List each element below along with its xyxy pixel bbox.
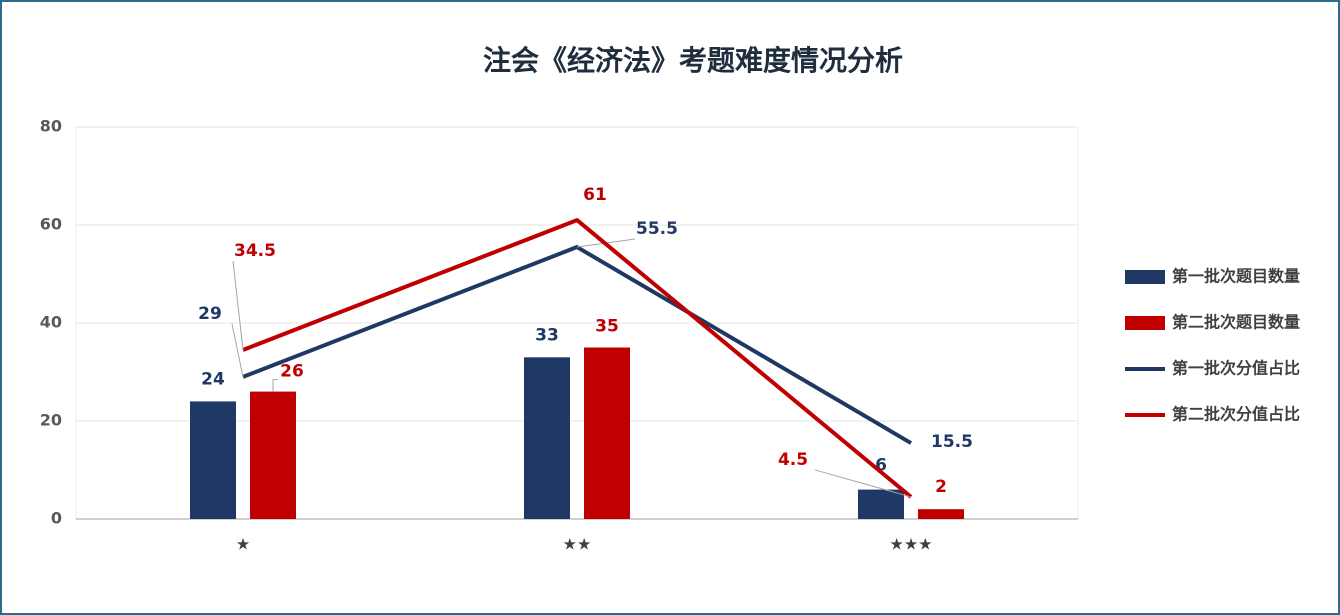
legend-swatch <box>1125 316 1165 330</box>
legend-swatch <box>1125 270 1165 284</box>
data-label: 26 <box>280 362 304 382</box>
bar <box>250 391 296 519</box>
data-label: 29 <box>198 304 222 324</box>
data-label: 34.5 <box>234 241 276 261</box>
legend-label: 第一批次分值占比 <box>1172 359 1300 378</box>
y-tick-label: 60 <box>40 215 62 234</box>
data-label: 33 <box>535 325 559 345</box>
y-tick-label: 80 <box>40 117 62 136</box>
legend-label: 第二批次分值占比 <box>1172 405 1300 424</box>
bar <box>858 489 904 519</box>
bar <box>190 401 236 519</box>
x-tick-label: ★★ <box>563 535 592 554</box>
data-label: 24 <box>201 369 225 389</box>
leader-line <box>231 323 244 378</box>
data-label: 61 <box>583 185 607 205</box>
data-label: 55.5 <box>636 219 678 239</box>
y-tick-label: 20 <box>40 411 62 430</box>
legend-label: 第一批次题目数量 <box>1172 267 1300 286</box>
bar <box>584 347 630 519</box>
data-label: 4.5 <box>778 450 808 470</box>
leader-line <box>272 379 278 392</box>
line <box>242 218 913 499</box>
leader-line <box>232 260 244 351</box>
legend-label: 第二批次题目数量 <box>1172 313 1300 332</box>
y-tick-label: 40 <box>40 313 62 332</box>
bar <box>524 357 570 519</box>
chart-title: 注会《经济法》考题难度情况分析 <box>483 44 903 77</box>
x-tick-label: ★ <box>236 535 250 554</box>
data-label: 2 <box>935 477 947 497</box>
x-tick-label: ★★★ <box>889 535 932 554</box>
data-label: 15.5 <box>931 432 973 452</box>
data-label: 35 <box>595 317 619 337</box>
y-tick-label: 0 <box>51 509 62 528</box>
data-label: 6 <box>875 456 887 476</box>
bar <box>918 509 964 519</box>
leader-line <box>814 469 912 498</box>
